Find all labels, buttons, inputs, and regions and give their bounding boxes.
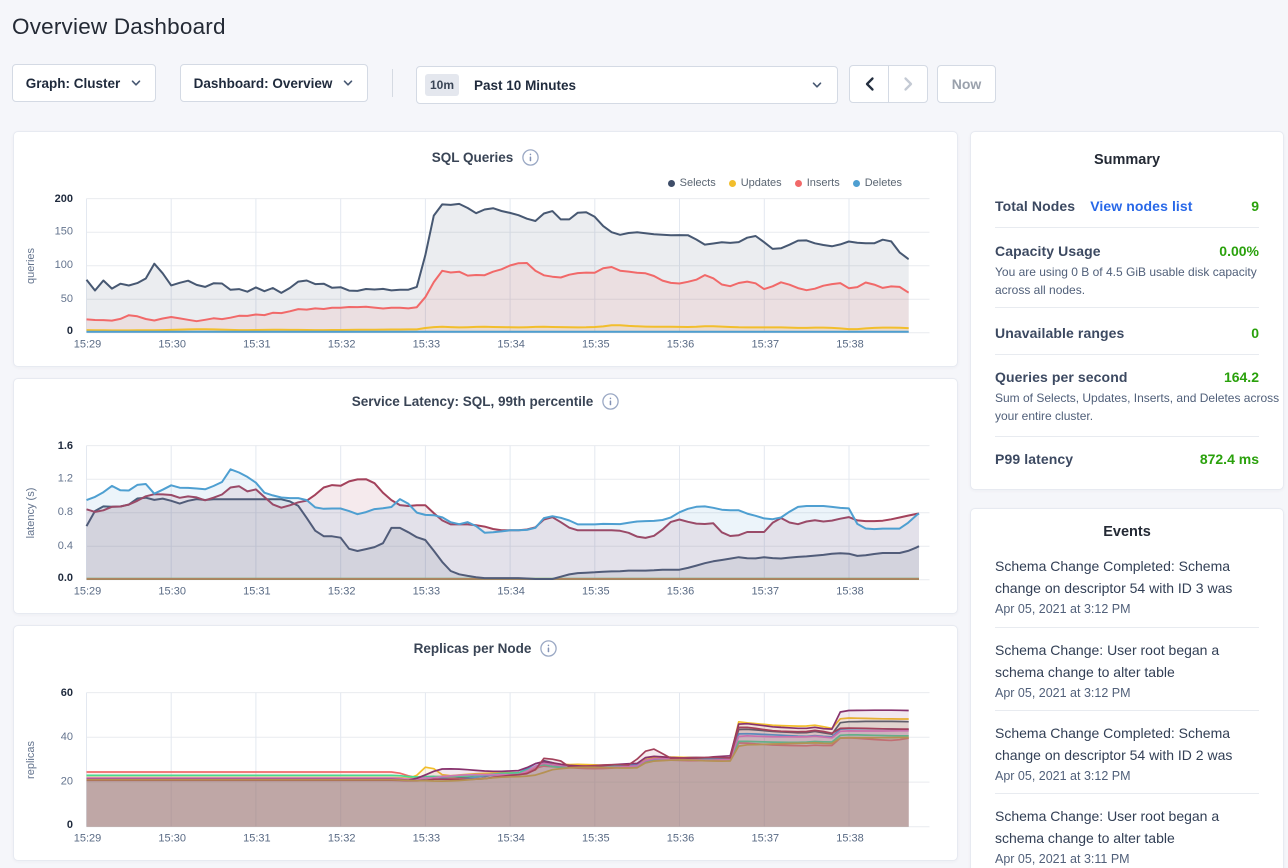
- svg-text:0.8: 0.8: [58, 506, 73, 518]
- svg-text:15:38: 15:38: [836, 338, 864, 350]
- svg-text:1.6: 1.6: [58, 440, 73, 452]
- svg-text:15:30: 15:30: [158, 338, 186, 350]
- svg-text:15:29: 15:29: [74, 338, 102, 350]
- svg-text:15:32: 15:32: [328, 832, 356, 844]
- svg-text:100: 100: [55, 259, 73, 271]
- svg-text:15:34: 15:34: [497, 585, 525, 597]
- svg-text:15:37: 15:37: [752, 832, 780, 844]
- svg-text:replicas: replicas: [25, 741, 37, 779]
- svg-text:15:31: 15:31: [243, 585, 271, 597]
- svg-text:15:33: 15:33: [413, 338, 441, 350]
- svg-text:15:29: 15:29: [74, 585, 102, 597]
- svg-text:15:38: 15:38: [836, 832, 864, 844]
- svg-text:40: 40: [61, 731, 73, 743]
- svg-text:latency (s): latency (s): [25, 488, 37, 539]
- svg-text:15:37: 15:37: [752, 585, 780, 597]
- svg-text:15:31: 15:31: [243, 338, 271, 350]
- svg-text:15:31: 15:31: [243, 832, 271, 844]
- svg-text:15:36: 15:36: [667, 338, 695, 350]
- svg-text:0.0: 0.0: [58, 572, 73, 584]
- svg-text:queries: queries: [25, 247, 37, 284]
- svg-text:0: 0: [67, 819, 73, 831]
- svg-text:20: 20: [61, 776, 73, 788]
- svg-text:15:37: 15:37: [752, 338, 780, 350]
- svg-text:15:35: 15:35: [582, 338, 610, 350]
- svg-text:15:29: 15:29: [74, 832, 102, 844]
- svg-text:15:34: 15:34: [497, 832, 525, 844]
- svg-text:15:33: 15:33: [413, 832, 441, 844]
- svg-text:60: 60: [61, 687, 73, 699]
- svg-text:15:32: 15:32: [328, 338, 356, 350]
- svg-text:200: 200: [55, 193, 73, 205]
- svg-text:15:38: 15:38: [836, 585, 864, 597]
- svg-text:150: 150: [55, 226, 73, 238]
- svg-text:15:35: 15:35: [582, 585, 610, 597]
- svg-text:1.2: 1.2: [58, 473, 73, 485]
- svg-text:15:35: 15:35: [582, 832, 610, 844]
- svg-text:15:34: 15:34: [497, 338, 525, 350]
- svg-text:50: 50: [61, 293, 73, 305]
- svg-text:0: 0: [67, 325, 73, 337]
- svg-text:15:36: 15:36: [667, 832, 695, 844]
- svg-text:15:32: 15:32: [328, 585, 356, 597]
- svg-text:15:33: 15:33: [413, 585, 441, 597]
- svg-text:15:30: 15:30: [158, 585, 186, 597]
- svg-text:0.4: 0.4: [58, 540, 73, 552]
- svg-text:15:36: 15:36: [667, 585, 695, 597]
- svg-text:15:30: 15:30: [158, 832, 186, 844]
